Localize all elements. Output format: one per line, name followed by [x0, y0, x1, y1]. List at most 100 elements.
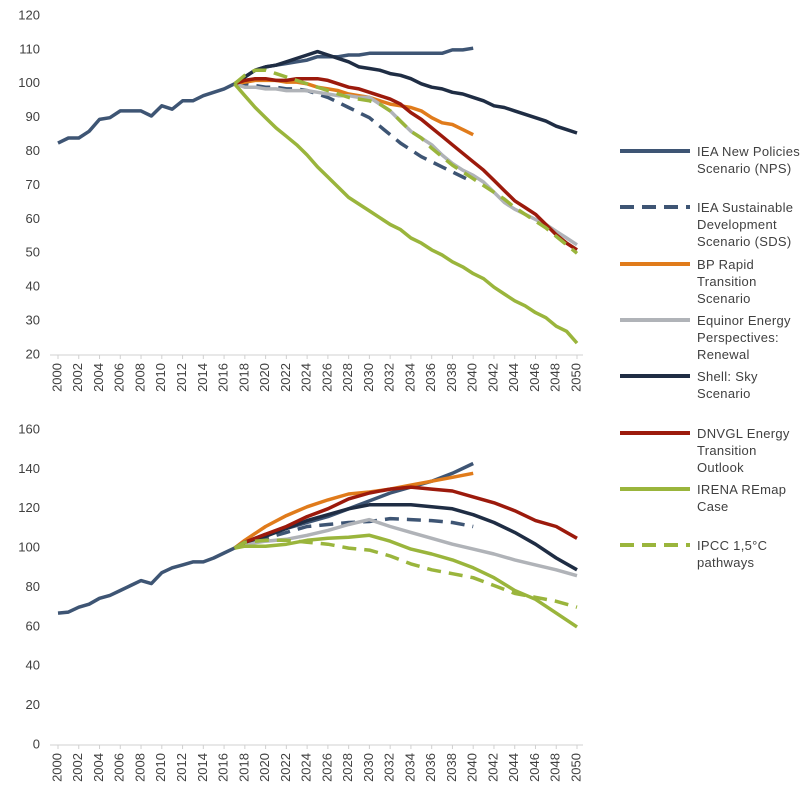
x-tick-label: 2016: [216, 753, 231, 782]
y-tick-label: 20: [26, 346, 40, 361]
x-tick-label: 2026: [319, 753, 334, 782]
legend-label: IPCC 1,5°C pathways: [697, 538, 768, 571]
x-tick-label: 2032: [382, 363, 397, 392]
legend-swatch: [620, 374, 690, 379]
series-line: [233, 471, 474, 550]
x-tick-label: 2018: [236, 753, 251, 782]
y-tick-label: 20: [26, 697, 40, 712]
x-tick-label: 2030: [361, 753, 376, 782]
y-tick-label: 70: [26, 177, 40, 192]
x-tick-label: 2014: [195, 753, 210, 782]
x-tick-label: 2000: [49, 363, 64, 392]
x-tick-label: 2048: [548, 363, 563, 392]
x-tick-label: 2050: [568, 753, 583, 782]
legend-item: Equinor Energy Perspectives: Renewal: [620, 312, 805, 366]
legend-label: DNVGL Energy Transition Outlook: [697, 425, 790, 475]
x-tick-label: 2050: [568, 363, 583, 392]
x-tick-label: 2022: [278, 753, 293, 782]
x-tick-label: 2024: [299, 753, 314, 782]
legend-label: IEA New Policies Scenario (NPS): [697, 144, 801, 176]
x-tick-label: 2014: [195, 363, 210, 392]
legend-item: IEA New Policies Scenario (NPS): [620, 143, 805, 197]
x-tick-label: 2008: [132, 363, 147, 392]
x-tick-label: 2046: [527, 753, 542, 782]
y-tick-label: 80: [26, 143, 40, 158]
x-tick-label: 2016: [216, 363, 231, 392]
series-line: [233, 76, 578, 252]
y-tick-label: 90: [26, 109, 40, 124]
series-line: [234, 533, 578, 629]
y-tick-label: 60: [26, 618, 40, 633]
y-tick-label: 40: [26, 279, 40, 294]
legend-label: Shell: Sky Scenario: [697, 369, 758, 402]
x-tick-label: 2036: [423, 753, 438, 782]
x-tick-label: 2028: [340, 363, 355, 392]
x-tick-label: 2020: [257, 363, 272, 392]
y-tick-label: 110: [19, 41, 40, 56]
x-tick-label: 2034: [402, 753, 417, 782]
legend-swatch: [620, 149, 690, 153]
y-tick-label: 30: [26, 313, 40, 328]
x-tick-label: 2044: [506, 363, 521, 392]
x-tick-label: 2042: [485, 363, 500, 392]
x-tick-label: 2022: [278, 363, 293, 392]
y-tick-label: 0: [33, 736, 40, 751]
x-tick-label: 2002: [70, 363, 85, 392]
x-tick-label: 2030: [361, 363, 376, 392]
x-tick-label: 2004: [91, 753, 106, 782]
x-tick-label: 2004: [91, 363, 106, 392]
y-tick-label: 100: [18, 75, 40, 90]
legend-swatch: [620, 486, 690, 491]
legend-label: IEA Sustainable Development Scenario (SD…: [697, 200, 794, 250]
x-tick-label: 2036: [423, 363, 438, 392]
x-tick-label: 2008: [132, 753, 147, 782]
series-line: [233, 516, 474, 550]
x-tick-label: 2010: [153, 753, 168, 782]
series-line: [233, 503, 578, 572]
x-tick-label: 2012: [174, 753, 189, 782]
legend-item: Shell: Sky Scenario: [620, 368, 805, 422]
x-tick-label: 2018: [236, 363, 251, 392]
x-tick-label: 2000: [49, 753, 64, 782]
series-line: [233, 82, 579, 345]
series-line: [57, 461, 474, 615]
x-tick-label: 2040: [465, 363, 480, 392]
x-tick-label: 2006: [112, 753, 127, 782]
x-tick-label: 2032: [382, 753, 397, 782]
y-tick-label: 50: [26, 245, 40, 260]
y-tick-label: 40: [26, 658, 40, 673]
series-line: [234, 82, 474, 184]
series-line: [57, 46, 474, 145]
legend-swatch: [620, 205, 690, 210]
legend-swatch: [620, 261, 690, 266]
y-tick-label: 120: [18, 7, 40, 22]
x-tick-label: 2038: [444, 753, 459, 782]
x-tick-label: 2048: [548, 753, 563, 782]
x-tick-label: 2006: [112, 363, 127, 392]
x-tick-label: 2042: [485, 753, 500, 782]
y-tick-label: 120: [18, 500, 40, 515]
x-tick-label: 2024: [299, 363, 314, 392]
x-tick-label: 2010: [153, 363, 168, 392]
y-tick-label: 160: [18, 421, 40, 436]
x-tick-label: 2028: [340, 753, 355, 782]
legend-item: IRENA REmap Case: [620, 481, 805, 535]
x-tick-label: 2026: [319, 363, 334, 392]
x-tick-label: 2038: [444, 363, 459, 392]
y-tick-label: 60: [26, 211, 40, 226]
series-line: [233, 68, 579, 255]
legend-item: IEA Sustainable Development Scenario (SD…: [620, 199, 805, 253]
legend-label: IRENA REmap Case: [697, 481, 787, 514]
y-tick-label: 140: [18, 461, 40, 476]
legend-item: DNVGL Energy Transition Outlook: [620, 425, 805, 479]
legend-label: BP Rapid Transition Scenario: [697, 256, 757, 306]
x-tick-label: 2034: [402, 363, 417, 392]
x-tick-label: 2040: [465, 753, 480, 782]
series-line: [233, 485, 578, 550]
series-line: [233, 538, 578, 609]
y-tick-label: 100: [18, 540, 40, 555]
x-tick-label: 2012: [174, 363, 189, 392]
legend-label: Equinor Energy Perspectives: Renewal: [697, 312, 791, 362]
